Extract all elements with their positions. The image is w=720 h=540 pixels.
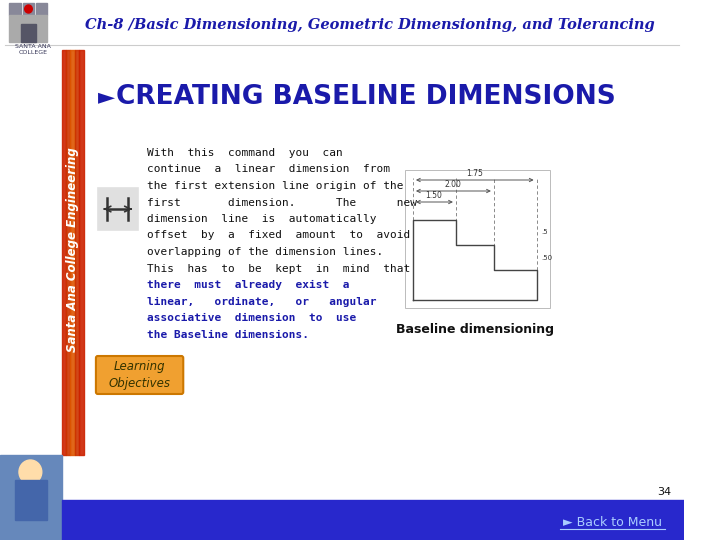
Bar <box>9 3 21 15</box>
FancyBboxPatch shape <box>96 356 184 394</box>
Text: This  has  to  be  kept  in  mind  that: This has to be kept in mind that <box>147 264 410 273</box>
Bar <box>79 50 84 455</box>
Circle shape <box>24 5 32 13</box>
Bar <box>36 3 48 15</box>
Text: With  this  command  you  can: With this command you can <box>147 148 343 158</box>
Bar <box>21 24 36 42</box>
Text: Ch-8 /Basic Dimensioning, Geometric Dimensioning, and Tolerancing: Ch-8 /Basic Dimensioning, Geometric Dime… <box>86 18 655 32</box>
Text: 34: 34 <box>657 487 672 497</box>
Text: linear,   ordinate,   or   angular: linear, ordinate, or angular <box>147 296 377 307</box>
Bar <box>62 500 684 540</box>
Text: CREATING BASELINE DIMENSIONS: CREATING BASELINE DIMENSIONS <box>116 84 616 110</box>
Text: ► Back to Menu: ► Back to Menu <box>563 516 662 529</box>
Text: Baseline dimensioning: Baseline dimensioning <box>396 323 554 336</box>
Text: Learning
Objectives: Learning Objectives <box>109 360 171 390</box>
Text: overlapping of the dimension lines.: overlapping of the dimension lines. <box>147 247 384 257</box>
Text: offset  by  a  fixed  amount  to  avoid: offset by a fixed amount to avoid <box>147 231 410 240</box>
Text: 2.00: 2.00 <box>444 180 462 189</box>
Bar <box>62 50 66 455</box>
Bar <box>9 15 48 42</box>
Text: continue  a  linear  dimension  from: continue a linear dimension from <box>147 165 390 174</box>
Bar <box>23 3 34 15</box>
Bar <box>405 170 550 308</box>
Text: associative  dimension  to  use: associative dimension to use <box>147 313 356 323</box>
Text: the Baseline dimensions.: the Baseline dimensions. <box>147 329 309 340</box>
Bar <box>0 455 62 540</box>
Text: the first extension line origin of the: the first extension line origin of the <box>147 181 404 191</box>
Bar <box>98 188 138 230</box>
Bar <box>5 0 62 45</box>
Text: .5: .5 <box>541 229 548 235</box>
Circle shape <box>19 460 42 484</box>
Bar <box>75 50 79 455</box>
Text: ►: ► <box>98 87 115 107</box>
Text: SANTA ANA
COLLEGE: SANTA ANA COLLEGE <box>15 44 51 55</box>
Text: .50: .50 <box>541 255 552 261</box>
Text: 1.50: 1.50 <box>426 191 442 200</box>
Bar <box>71 50 75 455</box>
Bar <box>15 480 47 520</box>
Text: there  must  already  exist  a: there must already exist a <box>147 280 350 290</box>
Bar <box>66 50 71 455</box>
Text: first       dimension.      The      new: first dimension. The new <box>147 198 417 207</box>
Text: dimension  line  is  automatically: dimension line is automatically <box>147 214 377 224</box>
Text: Santa Ana College Engineering: Santa Ana College Engineering <box>66 147 79 353</box>
Text: 1.75: 1.75 <box>467 169 483 178</box>
